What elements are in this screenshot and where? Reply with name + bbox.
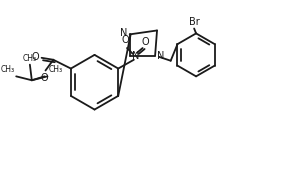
Text: CH₃: CH₃ bbox=[1, 65, 15, 74]
Text: CH₃: CH₃ bbox=[23, 54, 37, 63]
Text: O: O bbox=[31, 52, 39, 62]
Text: N: N bbox=[120, 28, 128, 38]
Text: CH₃: CH₃ bbox=[49, 65, 63, 74]
Text: N: N bbox=[157, 51, 164, 61]
Text: Br: Br bbox=[189, 17, 199, 27]
Text: N: N bbox=[132, 51, 140, 61]
Text: O: O bbox=[41, 73, 48, 83]
Text: O: O bbox=[142, 37, 149, 47]
Text: O: O bbox=[121, 35, 129, 45]
